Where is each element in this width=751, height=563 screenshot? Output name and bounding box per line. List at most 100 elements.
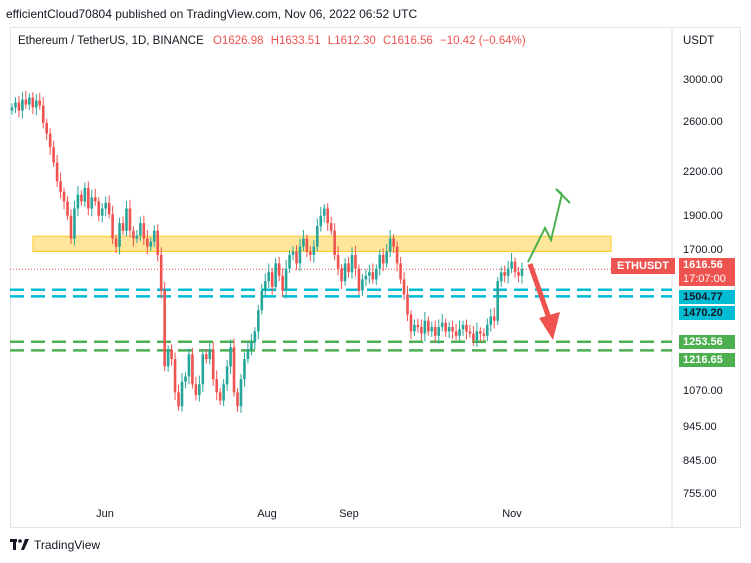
- candle-body: [357, 268, 361, 291]
- candle-body: [277, 263, 281, 276]
- tradingview-logo[interactable]: TradingView: [10, 538, 100, 552]
- candle-body: [142, 223, 146, 239]
- candle-body: [204, 354, 208, 360]
- candle-body: [253, 331, 257, 343]
- candle-body: [368, 272, 371, 276]
- symbol-price-label: ETHUSDT: [611, 258, 675, 274]
- candle-body: [132, 230, 135, 239]
- candle-body: [381, 254, 385, 264]
- bar-countdown: 17:07:00: [683, 273, 726, 285]
- candle-body: [163, 290, 166, 367]
- candle-body: [45, 122, 48, 134]
- candle-body: [371, 272, 375, 280]
- candle-body: [347, 263, 350, 273]
- x-tick: Jun: [96, 508, 114, 520]
- series-legend: Ethereum / TetherUS, 1D, BINANCE O1626.9…: [18, 35, 526, 47]
- candle-body: [90, 197, 94, 209]
- candle-body: [125, 208, 128, 231]
- candle-body: [433, 327, 437, 336]
- candle-body: [479, 331, 482, 334]
- candle-body: [34, 100, 38, 108]
- candle-body: [513, 261, 517, 273]
- ohlc-open: O1626.98: [212, 35, 264, 47]
- candle-body: [298, 246, 302, 264]
- candle-body: [24, 99, 28, 105]
- candle-body: [305, 238, 309, 252]
- candle-body: [166, 349, 170, 367]
- candle-body: [97, 201, 101, 216]
- candle-body: [489, 316, 493, 325]
- candle-body: [322, 208, 326, 216]
- candle-body: [465, 324, 468, 332]
- x-tick: Nov: [502, 508, 522, 520]
- candle-body: [28, 97, 31, 105]
- candle-body: [329, 223, 333, 231]
- candle-body: [187, 354, 191, 377]
- y-tick: 1700.00: [683, 244, 723, 256]
- candle-body: [499, 272, 503, 282]
- candle-body: [468, 331, 472, 334]
- candle-body: [336, 254, 340, 269]
- candle-body: [312, 246, 316, 255]
- candle-body: [246, 349, 250, 360]
- candle-body: [100, 208, 104, 216]
- candle-body: [215, 379, 218, 393]
- candle-body: [413, 324, 416, 332]
- candle-body: [486, 324, 489, 336]
- candle-body: [416, 324, 420, 328]
- candle-body: [107, 202, 111, 215]
- candle-body: [194, 384, 198, 396]
- candle-body: [475, 331, 479, 341]
- candle-body: [17, 102, 21, 111]
- last-price-tag: 1616.56 17:07:00: [679, 258, 735, 286]
- cyan-upper-tag: 1504.77: [679, 290, 735, 304]
- candle-body: [218, 392, 222, 401]
- candle-body: [121, 223, 125, 231]
- candle-body: [201, 354, 205, 385]
- candle-body: [76, 194, 80, 209]
- candle-body: [274, 263, 277, 287]
- candle-body: [409, 314, 413, 332]
- candle-body: [270, 272, 274, 287]
- bullish-arrow-tip: [555, 188, 563, 195]
- candle-body: [374, 268, 378, 280]
- candle-body: [423, 320, 427, 334]
- candle-body: [222, 384, 225, 401]
- candle-body: [267, 272, 271, 282]
- candle-body: [59, 181, 62, 192]
- candle-body: [149, 241, 153, 247]
- candle-body: [364, 275, 368, 280]
- candle-body: [302, 238, 305, 247]
- bearish-arrow-head: [539, 312, 560, 340]
- candle-body: [326, 208, 330, 224]
- candle-body: [38, 100, 42, 106]
- candle-body: [41, 105, 45, 123]
- candle-body: [152, 230, 156, 242]
- axis-unit[interactable]: USDT: [683, 35, 715, 47]
- candle-body: [520, 269, 524, 276]
- candle-body: [232, 347, 236, 393]
- candle-body: [454, 331, 458, 336]
- tradingview-logo-icon: [10, 539, 29, 550]
- candle-body: [427, 320, 430, 332]
- candle-body: [156, 230, 160, 255]
- symbol-name[interactable]: Ethereum / TetherUS, 1D, BINANCE: [18, 35, 204, 47]
- candle-body: [104, 202, 107, 209]
- candle-body: [458, 329, 461, 336]
- candle-body: [146, 238, 149, 247]
- x-tick: Aug: [257, 508, 277, 520]
- candle-body: [430, 327, 434, 332]
- candle-body: [444, 322, 447, 332]
- candle-body: [361, 279, 364, 291]
- candle-body: [128, 208, 132, 231]
- y-tick: 2200.00: [683, 166, 723, 178]
- candle-body: [440, 322, 444, 328]
- candle-body: [295, 251, 298, 264]
- publish-info: efficientCloud70804 published on Trading…: [6, 7, 418, 21]
- candle-body: [52, 147, 55, 163]
- ohlc-low: L1612.30: [327, 35, 376, 47]
- green-lower-tag: 1216.65: [679, 353, 735, 367]
- ohlc-high: H1633.51: [270, 35, 321, 47]
- candle-body: [159, 254, 163, 291]
